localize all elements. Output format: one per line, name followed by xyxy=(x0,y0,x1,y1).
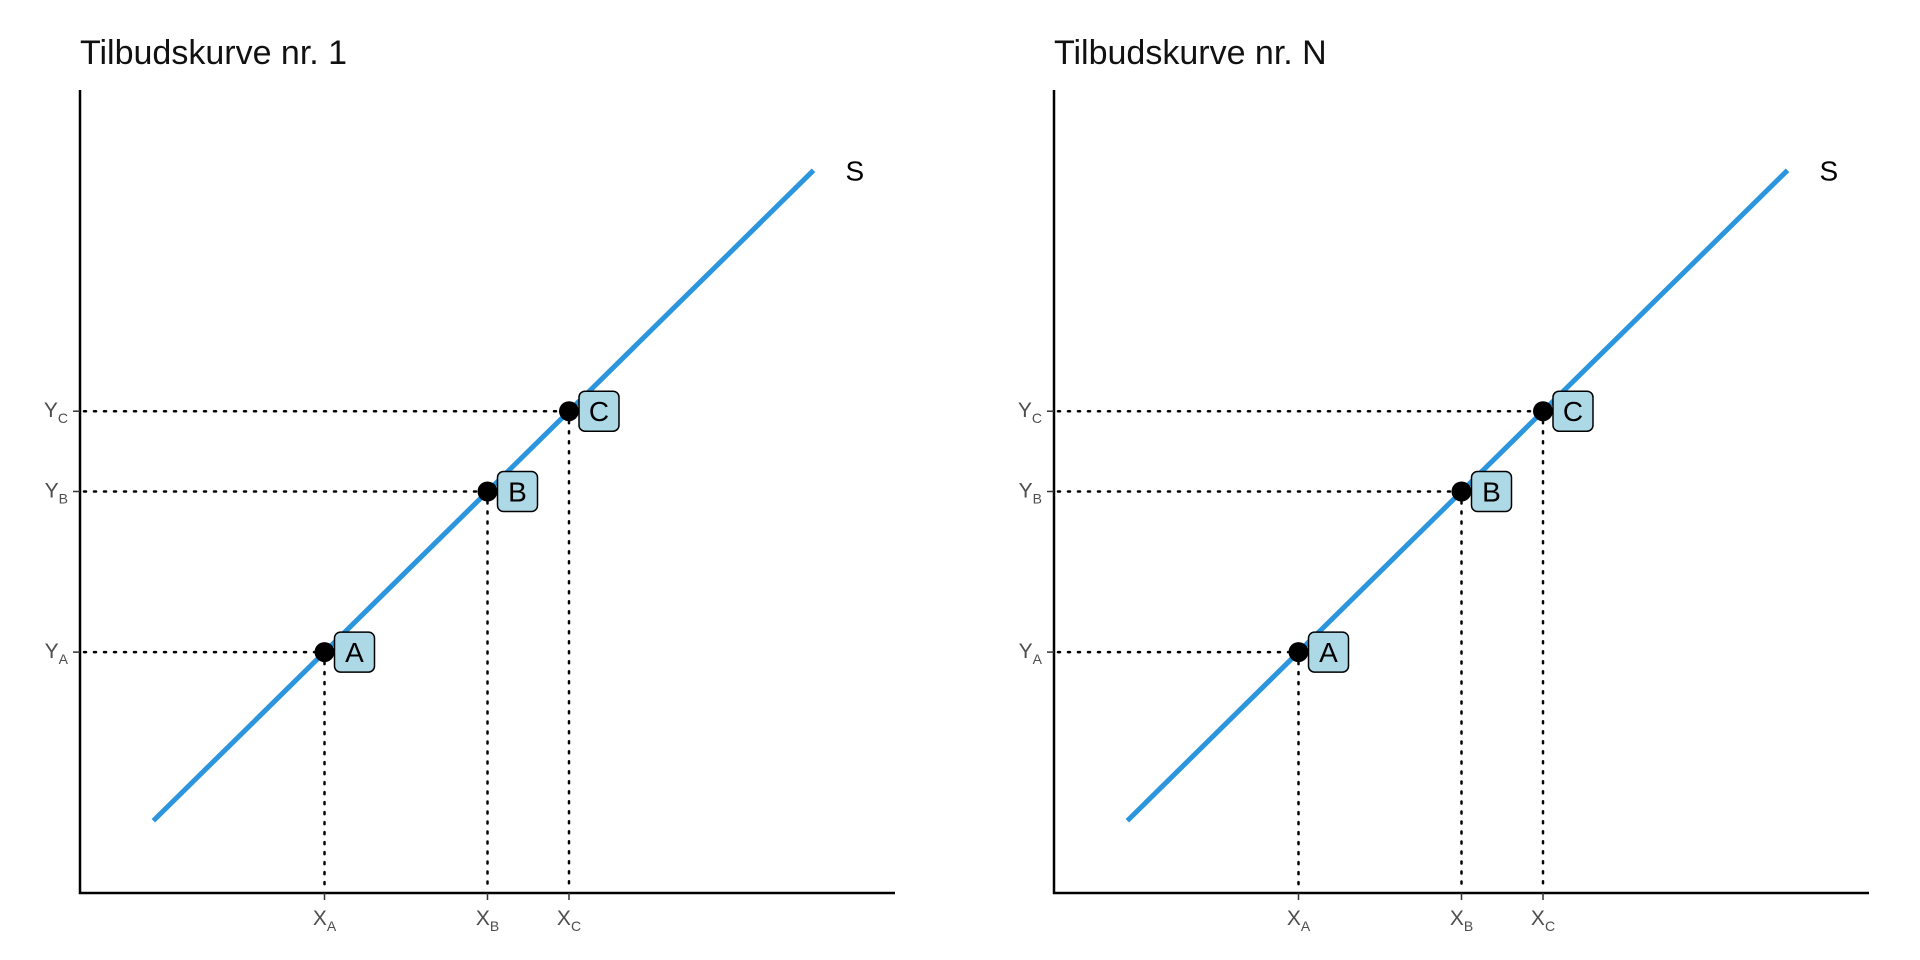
x-tick-label: XC xyxy=(1531,907,1555,934)
point-marker xyxy=(1451,481,1472,502)
y-tick-label: YA xyxy=(45,640,69,667)
point-label-box xyxy=(1470,470,1513,513)
point-marker xyxy=(1533,401,1553,422)
y-tick-label: YC xyxy=(1018,399,1042,426)
chart-panel-1: Tilbudskurve nr. 1 S A B C XA XB XC YA YB YC xyxy=(44,34,895,934)
y-tick-label: YB xyxy=(1019,480,1042,507)
point-label: B xyxy=(508,477,527,508)
point-c: C xyxy=(559,390,620,432)
chart-panel-2: Tilbudskurve nr. N S A B C XA XB XC YA YB YC xyxy=(1018,34,1869,934)
x-tick-label: XB xyxy=(1450,907,1473,934)
point-label-box xyxy=(496,470,539,513)
point-label-box xyxy=(1552,390,1594,432)
supply-curve-label: S xyxy=(1820,155,1839,186)
point-label-box xyxy=(1307,631,1350,673)
point-c: C xyxy=(1533,390,1594,432)
axes-lines xyxy=(1052,90,1869,895)
x-tick-label: XB xyxy=(476,907,499,934)
point-label: B xyxy=(1482,477,1501,508)
point-a: A xyxy=(314,631,376,673)
chart-title: Tilbudskurve nr. 1 xyxy=(80,34,347,72)
x-tick-label: XC xyxy=(557,907,581,934)
point-a: A xyxy=(1288,631,1350,673)
axes-lines xyxy=(78,90,895,895)
point-marker xyxy=(559,401,579,422)
point-label: C xyxy=(589,396,609,427)
point-b: B xyxy=(1451,470,1513,513)
y-tick-label: YA xyxy=(1019,640,1043,667)
point-label: C xyxy=(1563,396,1583,427)
point-marker xyxy=(477,481,498,502)
chart-title: Tilbudskurve nr. N xyxy=(1054,34,1327,72)
point-label: A xyxy=(345,637,364,668)
x-tick-label: XA xyxy=(313,907,337,934)
point-marker xyxy=(314,642,335,663)
point-label-box xyxy=(578,390,620,432)
point-marker xyxy=(1288,642,1309,663)
point-label-box xyxy=(333,631,376,673)
x-tick-label: XA xyxy=(1287,907,1311,934)
point-label: A xyxy=(1319,637,1338,668)
y-tick-label: YC xyxy=(44,399,68,426)
point-b: B xyxy=(477,470,539,513)
y-tick-label: YB xyxy=(45,480,68,507)
supply-curve-label: S xyxy=(846,155,865,186)
